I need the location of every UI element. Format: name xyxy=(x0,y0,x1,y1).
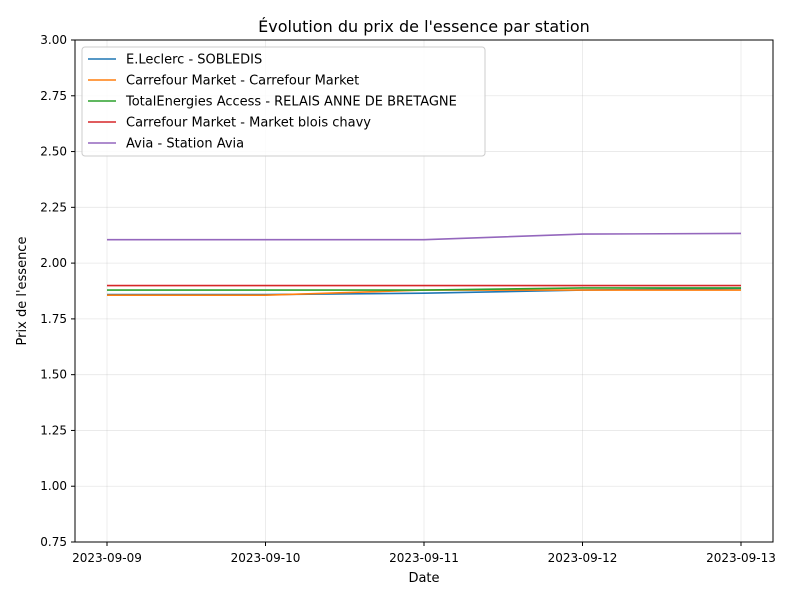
x-tick-label: 2023-09-09 xyxy=(72,551,142,565)
chart-title: Évolution du prix de l'essence par stati… xyxy=(258,17,590,36)
series-line-3 xyxy=(107,287,741,291)
legend: E.Leclerc - SOBLEDIS Carrefour Market - C… xyxy=(81,46,486,157)
y-tick-label: 1.00 xyxy=(40,479,67,493)
y-tick-label: 1.50 xyxy=(40,368,67,382)
y-axis-ticks: 0.75 1.00 1.25 1.50 1.75 2.00 2.25 2.50 2.75 3.00 xyxy=(40,33,75,549)
legend-label: E.Leclerc - SOBLEDIS xyxy=(126,53,262,68)
legend-label: Carrefour Market - Market blois chavy xyxy=(126,116,371,131)
y-tick-label: 2.00 xyxy=(40,256,67,270)
x-tick-label: 2023-09-12 xyxy=(548,551,618,565)
x-tick-label: 2023-09-11 xyxy=(389,551,459,565)
y-tick-label: 2.75 xyxy=(40,89,67,103)
y-tick-label: 2.25 xyxy=(40,200,67,214)
legend-box xyxy=(81,46,486,157)
legend-label: TotalEnergies Access - RELAIS ANNE DE BR… xyxy=(125,95,457,110)
legend-label: Avia - Station Avia xyxy=(126,137,244,152)
legend-label: Carrefour Market - Carrefour Market xyxy=(126,74,359,89)
y-tick-label: 2.50 xyxy=(40,145,67,159)
x-axis-label: Date xyxy=(408,571,439,586)
series-lines xyxy=(107,232,742,297)
y-axis-label: Prix de l'essence xyxy=(15,237,30,346)
x-axis-ticks: 2023-09-09 2023-09-10 2023-09-11 2023-09-12… xyxy=(72,542,776,565)
y-tick-label: 1.25 xyxy=(40,423,67,437)
series-line-5 xyxy=(107,232,742,241)
x-tick-label: 2023-09-13 xyxy=(706,551,776,565)
y-tick-label: 3.00 xyxy=(40,33,67,47)
y-tick-label: 1.75 xyxy=(40,312,67,326)
y-tick-label: 0.75 xyxy=(40,535,67,549)
x-tick-label: 2023-09-10 xyxy=(231,551,301,565)
